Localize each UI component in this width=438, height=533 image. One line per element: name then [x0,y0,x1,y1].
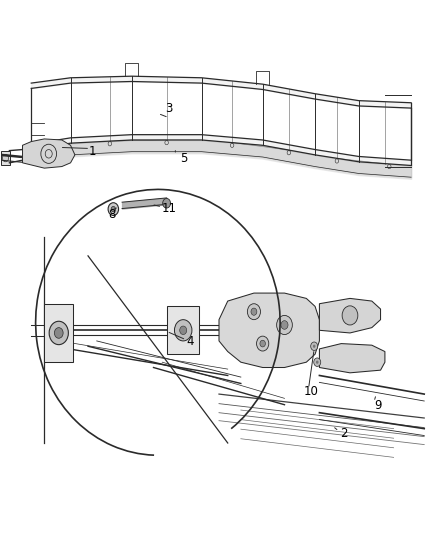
Circle shape [3,155,9,162]
Circle shape [180,326,187,335]
Circle shape [313,345,315,348]
Circle shape [281,321,288,329]
Polygon shape [22,139,75,168]
Circle shape [342,306,358,325]
Text: 3: 3 [165,102,173,115]
Text: 11: 11 [161,201,176,214]
Text: 2: 2 [340,427,347,440]
Circle shape [257,336,269,351]
Circle shape [316,361,318,364]
Polygon shape [219,293,319,368]
Text: 9: 9 [374,399,382,413]
Text: 1: 1 [88,144,96,158]
Circle shape [108,203,119,215]
Circle shape [311,342,318,351]
Circle shape [251,308,257,316]
Circle shape [162,198,170,208]
Text: 10: 10 [303,385,318,398]
Circle shape [277,316,292,335]
FancyBboxPatch shape [1,151,11,165]
Circle shape [260,340,265,347]
Circle shape [54,328,63,338]
Text: 4: 4 [187,335,194,349]
Text: 8: 8 [108,208,116,221]
Polygon shape [319,298,381,333]
Circle shape [49,321,68,345]
Polygon shape [319,344,385,373]
Polygon shape [44,304,73,362]
Text: 5: 5 [180,152,188,165]
Circle shape [314,358,321,367]
Polygon shape [166,306,199,354]
Circle shape [247,304,261,320]
Circle shape [174,320,192,341]
Circle shape [111,206,116,212]
